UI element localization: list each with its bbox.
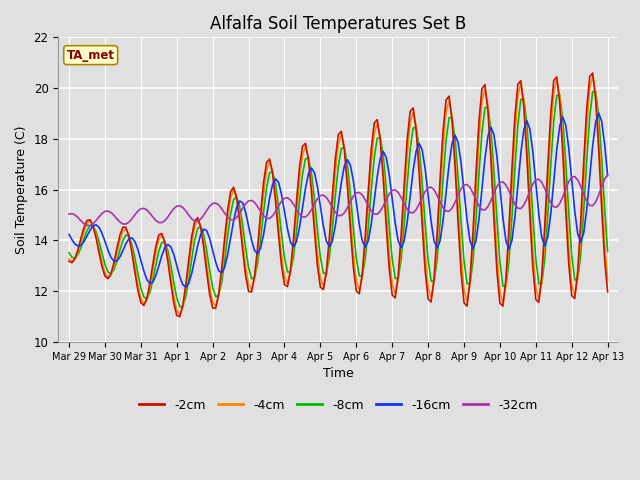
Text: TA_met: TA_met: [67, 48, 115, 61]
Y-axis label: Soil Temperature (C): Soil Temperature (C): [15, 125, 28, 254]
Title: Alfalfa Soil Temperatures Set B: Alfalfa Soil Temperatures Set B: [210, 15, 467, 33]
Legend: -2cm, -4cm, -8cm, -16cm, -32cm: -2cm, -4cm, -8cm, -16cm, -32cm: [134, 394, 543, 417]
X-axis label: Time: Time: [323, 367, 354, 380]
